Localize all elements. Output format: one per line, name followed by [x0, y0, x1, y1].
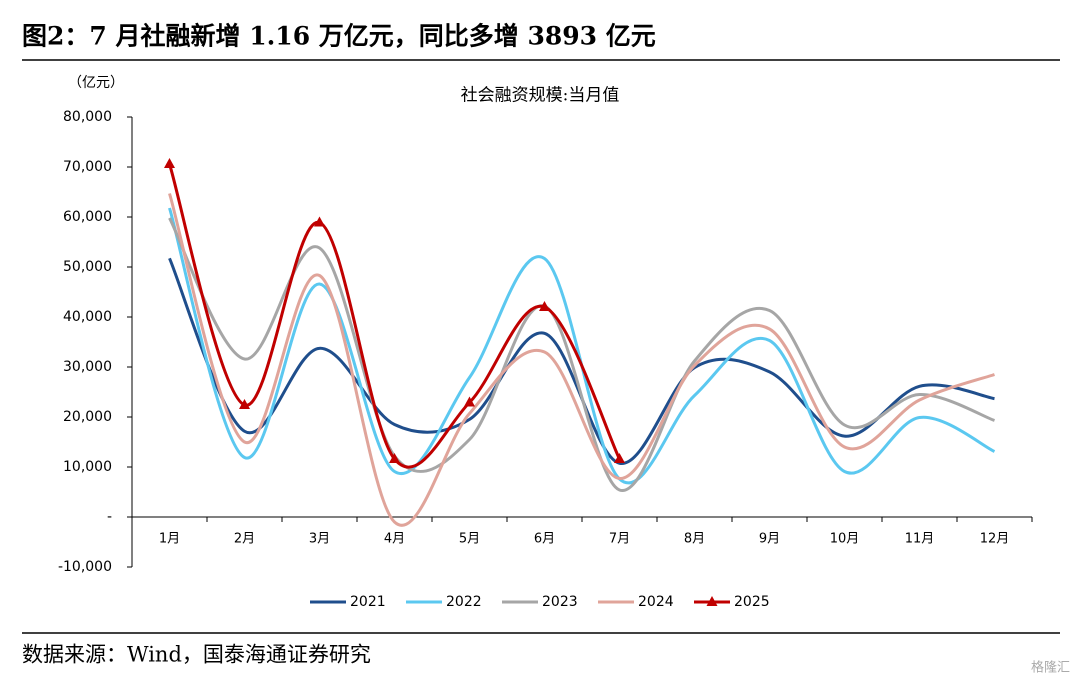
chart-title: 社会融资规模:当月值: [461, 86, 620, 106]
legend-label: 2023: [542, 594, 578, 610]
marker: [314, 216, 325, 227]
y-tick-label: 60,000: [63, 209, 112, 225]
y-tick-label: 40,000: [63, 309, 112, 325]
x-tick-label: 12月: [980, 532, 1010, 547]
x-tick-label: 9月: [759, 532, 780, 547]
y-tick-label: 50,000: [63, 259, 112, 275]
x-tick-label: 3月: [309, 532, 330, 547]
y-tick-label: 10,000: [63, 459, 112, 475]
marker: [164, 158, 175, 168]
x-tick-label: 10月: [830, 532, 860, 547]
legend-label: 2022: [446, 594, 482, 610]
y-tick-label: -: [107, 509, 112, 525]
x-tick-label: 7月: [609, 532, 630, 547]
legend-label: 2021: [350, 594, 386, 610]
legend-marker: [706, 596, 718, 606]
y-tick-label: 30,000: [63, 359, 112, 375]
x-tick-label: 4月: [384, 532, 405, 547]
watermark: 格隆汇: [1031, 660, 1070, 676]
marker: [389, 453, 400, 463]
marker: [539, 301, 550, 311]
series-line: [168, 193, 995, 527]
x-tick-label: 1月: [159, 532, 180, 547]
y-tick-label: -10,000: [58, 559, 112, 575]
series-line: [168, 207, 996, 485]
y-tick-label: 20,000: [63, 409, 112, 425]
series-line: [168, 257, 995, 465]
x-tick-label: 5月: [459, 532, 480, 547]
x-tick-label: 8月: [684, 532, 705, 547]
marker: [464, 396, 475, 407]
page-title: 图2：7 月社融新增 1.16 万亿元，同比多增 3893 亿元: [22, 22, 656, 51]
x-tick-label: 11月: [905, 532, 935, 547]
source-note: 数据来源：Wind，国泰海通证券研究: [22, 643, 371, 667]
y-tick-label: 80,000: [63, 109, 112, 125]
y-tick-label: 70,000: [63, 159, 112, 175]
x-tick-label: 2月: [234, 532, 255, 547]
y-unit: （亿元）: [68, 75, 124, 91]
legend-label: 2024: [638, 594, 674, 610]
marker: [614, 453, 625, 464]
x-tick-label: 6月: [534, 532, 555, 547]
marker: [239, 399, 250, 409]
series-line: [168, 217, 996, 492]
legend-label: 2025: [734, 594, 770, 610]
